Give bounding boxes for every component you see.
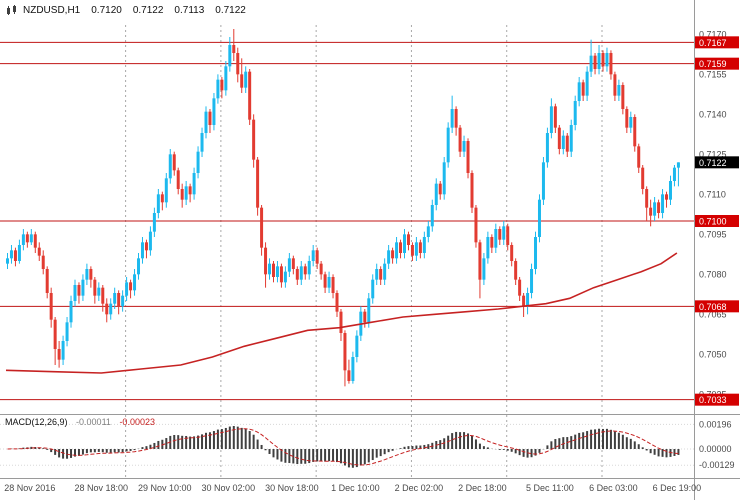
chart-icon xyxy=(7,5,16,15)
macd-name: MACD(12,26,9) xyxy=(5,417,68,427)
svg-text:-0.00129: -0.00129 xyxy=(699,460,735,470)
open-value: 0.7120 xyxy=(91,5,122,16)
svg-text:1 Dec 10:00: 1 Dec 10:00 xyxy=(331,483,380,493)
svg-text:28 Nov 18:00: 28 Nov 18:00 xyxy=(75,483,129,493)
support-resistance-lines xyxy=(0,41,694,401)
svg-text:0.7033: 0.7033 xyxy=(699,395,727,405)
macd-axis: 0.00196 0.00000 -0.00129 xyxy=(699,419,735,470)
svg-text:0.7065: 0.7065 xyxy=(699,309,727,319)
svg-text:0.7100: 0.7100 xyxy=(699,217,727,227)
svg-text:0.00196: 0.00196 xyxy=(699,419,732,429)
level-price-tag xyxy=(695,393,739,406)
svg-text:0.7125: 0.7125 xyxy=(699,149,727,159)
svg-text:0.7159: 0.7159 xyxy=(699,59,727,69)
macd-indicator-label: MACD(12,26,9) -0.00011 -0.00023 xyxy=(5,417,155,427)
close-value: 0.7122 xyxy=(215,5,246,16)
svg-text:0.7080: 0.7080 xyxy=(699,269,727,279)
svg-text:0.00000: 0.00000 xyxy=(699,444,732,454)
current-price-tag xyxy=(695,156,739,169)
moving-average-line xyxy=(5,252,678,374)
svg-text:0.7170: 0.7170 xyxy=(699,29,727,39)
svg-text:6 Dec 19:00: 6 Dec 19:00 xyxy=(653,483,702,493)
svg-text:28 Nov 2016: 28 Nov 2016 xyxy=(4,483,55,493)
svg-text:0.7140: 0.7140 xyxy=(699,109,727,119)
svg-text:6 Dec 03:00: 6 Dec 03:00 xyxy=(589,483,638,493)
macd-signal-line xyxy=(7,428,679,466)
macd-signal-value: -0.00023 xyxy=(119,417,155,427)
chart-title: NZDUSD,H1 0.7120 0.7122 0.7113 0.7122 xyxy=(6,5,246,16)
level-price-tag xyxy=(695,36,739,49)
svg-text:30 Nov 02:00: 30 Nov 02:00 xyxy=(202,483,256,493)
level-price-tag xyxy=(695,215,739,227)
svg-text:29 Nov 10:00: 29 Nov 10:00 xyxy=(138,483,192,493)
level-price-tag xyxy=(695,57,739,70)
svg-text:2 Dec 18:00: 2 Dec 18:00 xyxy=(458,483,507,493)
svg-text:0.7050: 0.7050 xyxy=(699,349,727,359)
high-value: 0.7122 xyxy=(132,5,164,16)
svg-text:0.7155: 0.7155 xyxy=(699,69,727,79)
svg-text:0.7068: 0.7068 xyxy=(699,302,727,312)
svg-text:2 Dec 02:00: 2 Dec 02:00 xyxy=(395,483,444,493)
candlestick-series[interactable] xyxy=(6,29,680,387)
symbol-timeframe: NZDUSD,H1 xyxy=(23,5,81,16)
price-axis: 0.7170 0.7155 0.7140 0.7125 0.7110 0.7095 0.70… xyxy=(695,29,739,406)
svg-text:0.7122: 0.7122 xyxy=(699,158,727,168)
level-price-tag xyxy=(695,300,739,313)
svg-text:30 Nov 18:00: 30 Nov 18:00 xyxy=(265,483,319,493)
svg-text:5 Dec 11:00: 5 Dec 11:00 xyxy=(526,483,574,493)
time-axis: 28 Nov 2016 28 Nov 18:00 29 Nov 10:00 30 No… xyxy=(4,483,701,493)
low-value: 0.7113 xyxy=(174,5,205,16)
macd-main-value: -0.00011 xyxy=(76,417,111,427)
svg-text:0.7110: 0.7110 xyxy=(699,189,726,199)
svg-text:0.7095: 0.7095 xyxy=(699,229,727,239)
svg-text:0.7167: 0.7167 xyxy=(699,38,727,48)
